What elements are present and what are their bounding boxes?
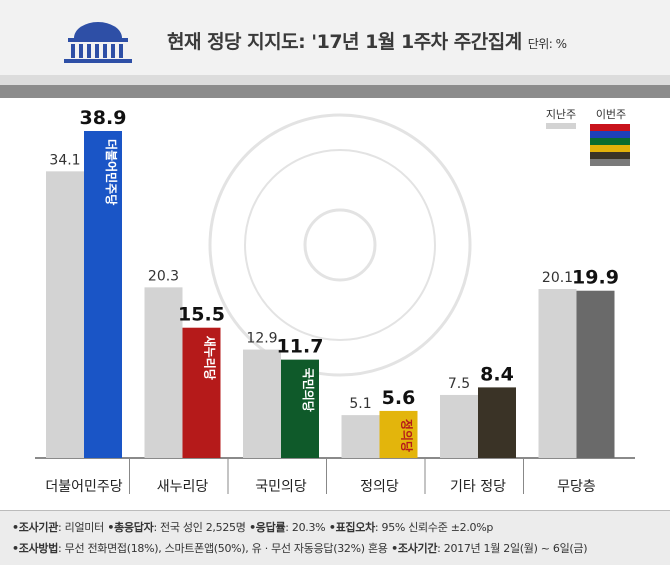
title-text: 현재 정당 지지도: '17년 1월 1주차 주간집계 — [167, 31, 522, 53]
footer-agency-label: •조사기관 — [12, 521, 59, 534]
bar-curr-1 — [182, 327, 221, 458]
legend-curr-swatch — [590, 124, 630, 166]
header-divider-light — [0, 75, 670, 85]
footer-respondents-value: : 전국 성인 2,525명 — [153, 521, 246, 534]
value-label-prev-5: 20.1 — [542, 270, 573, 286]
bar-inner-label-3: 정의당 — [400, 419, 415, 452]
legend: 지난주 이번주 — [546, 108, 630, 166]
bar-prev-1 — [144, 287, 183, 458]
bar-inner-label-1: 새누리당 — [203, 336, 218, 380]
footer-line-2: •조사방법: 무선 전화면접(18%), 스마트폰앱(50%), 유 · 무선 … — [12, 540, 588, 556]
footer-period-value: : 2017년 1월 2일(월) ~ 6일(금) — [437, 542, 588, 555]
footer-error-label: •표집오차 — [325, 521, 375, 534]
value-label-curr-5: 19.9 — [572, 267, 619, 289]
value-label-curr-0: 38.9 — [80, 107, 127, 129]
value-label-curr-3: 5.6 — [382, 387, 416, 409]
survey-info-footer: •조사기관: 리얼미터 •총응답자: 전국 성인 2,525명 •응답률: 20… — [0, 510, 670, 565]
header-divider-dark — [0, 85, 670, 98]
unit-label: 단위: % — [527, 37, 567, 51]
category-label-4: 기타 정당 — [450, 479, 506, 495]
value-label-curr-2: 11.7 — [277, 336, 324, 358]
value-label-prev-2: 12.9 — [246, 331, 277, 347]
footer-line-1: •조사기관: 리얼미터 •총응답자: 전국 성인 2,525명 •응답률: 20… — [12, 519, 493, 535]
category-label-3: 정의당 — [360, 479, 399, 495]
bar-prev-2 — [243, 349, 281, 458]
bar-chart: 34.1 38.9 더불어민주당 20.3 15.5 새누리당 12.911.7 국민의당 5.… — [35, 107, 635, 495]
footer-agency-value: : 리얼미터 — [58, 521, 104, 534]
value-label-curr-4: 8.4 — [480, 363, 514, 385]
footer-respondents-label: •총응답자 — [103, 521, 154, 534]
value-label-prev-0: 34.1 — [49, 152, 80, 168]
legend-prev-swatch — [546, 123, 576, 129]
bar-inner-label-0: 더불어민주당 — [104, 139, 119, 205]
bar-curr-4 — [478, 387, 516, 458]
bar-curr-5 — [576, 290, 615, 458]
bar-inner-label-2: 국민의당 — [301, 368, 316, 412]
legend-prev-label: 지난주 — [546, 108, 576, 121]
page-title: 현재 정당 지지도: '17년 1월 1주차 주간집계 단위: % — [167, 27, 567, 54]
category-label-5: 무당층 — [557, 479, 596, 495]
bar-prev-3 — [341, 415, 380, 458]
national-assembly-logo-icon — [64, 22, 132, 63]
legend-curr-label: 이번주 — [596, 108, 626, 121]
bar-prev-4 — [440, 394, 478, 458]
header-banner: 현재 정당 지지도: '17년 1월 1주차 주간집계 단위: % — [0, 0, 670, 75]
value-label-curr-1: 15.5 — [178, 304, 225, 326]
bar-curr-3 — [379, 410, 418, 458]
watermark-seal — [208, 113, 472, 377]
value-label-prev-3: 5.1 — [349, 396, 371, 412]
category-label-1: 새누리당 — [157, 479, 209, 495]
footer-error-value: : 95% 신뢰수준 ±2.0%p — [374, 521, 494, 534]
bar-curr-0 — [84, 131, 122, 458]
value-label-prev-1: 20.3 — [148, 268, 179, 284]
category-label-0: 더불어민주당 — [45, 479, 122, 495]
footer-period-label: •조사기간 — [387, 542, 438, 555]
footer-method-value: : 무선 전화면접(18%), 스마트폰앱(50%), 유 · 무선 자동응답(… — [58, 542, 388, 555]
bar-curr-2 — [281, 359, 319, 458]
bar-prev-5 — [538, 289, 577, 458]
category-label-2: 국민의당 — [255, 479, 307, 495]
footer-response-rate-value: : 20.3% — [285, 521, 326, 534]
bar-prev-0 — [46, 171, 84, 458]
footer-response-rate-label: •응답률 — [245, 521, 286, 534]
footer-method-label: •조사방법 — [12, 542, 59, 555]
value-label-prev-4: 7.5 — [448, 376, 470, 392]
